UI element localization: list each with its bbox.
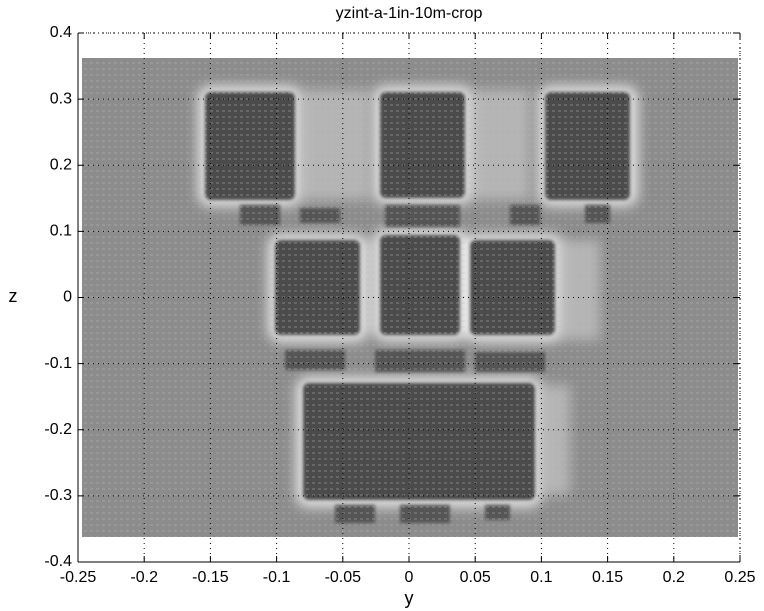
x-tick-label: 0.05: [460, 569, 491, 586]
y-tick-label: 0: [63, 289, 72, 306]
y-tick-label: 0.4: [50, 24, 72, 41]
x-tick-label: -0.2: [130, 569, 158, 586]
x-tick-label: -0.15: [192, 569, 229, 586]
x-tick-label: -0.25: [60, 569, 97, 586]
y-tick-label: 0.3: [50, 90, 72, 107]
heatmap-image: [82, 58, 738, 537]
x-tick-label: 0.2: [663, 569, 685, 586]
y-tick-label: -0.2: [44, 421, 72, 438]
y-tick-label: -0.3: [44, 487, 72, 504]
y-tick-label: 0.2: [50, 156, 72, 173]
x-tick-label: 0: [405, 569, 414, 586]
x-tick-label: 0.1: [530, 569, 552, 586]
chart-title: yzint-a-1in-10m-crop: [336, 5, 483, 22]
y-tick-label: -0.4: [44, 553, 72, 570]
x-tick-label: 0.15: [592, 569, 623, 586]
x-tick-label: -0.05: [325, 569, 362, 586]
y-axis-label: z: [9, 286, 18, 306]
x-axis-label: y: [405, 588, 414, 608]
y-tick-label: -0.1: [44, 355, 72, 372]
y-tick-label: 0.1: [50, 223, 72, 240]
x-tick-label: 0.25: [724, 569, 755, 586]
x-tick-label: -0.1: [263, 569, 291, 586]
